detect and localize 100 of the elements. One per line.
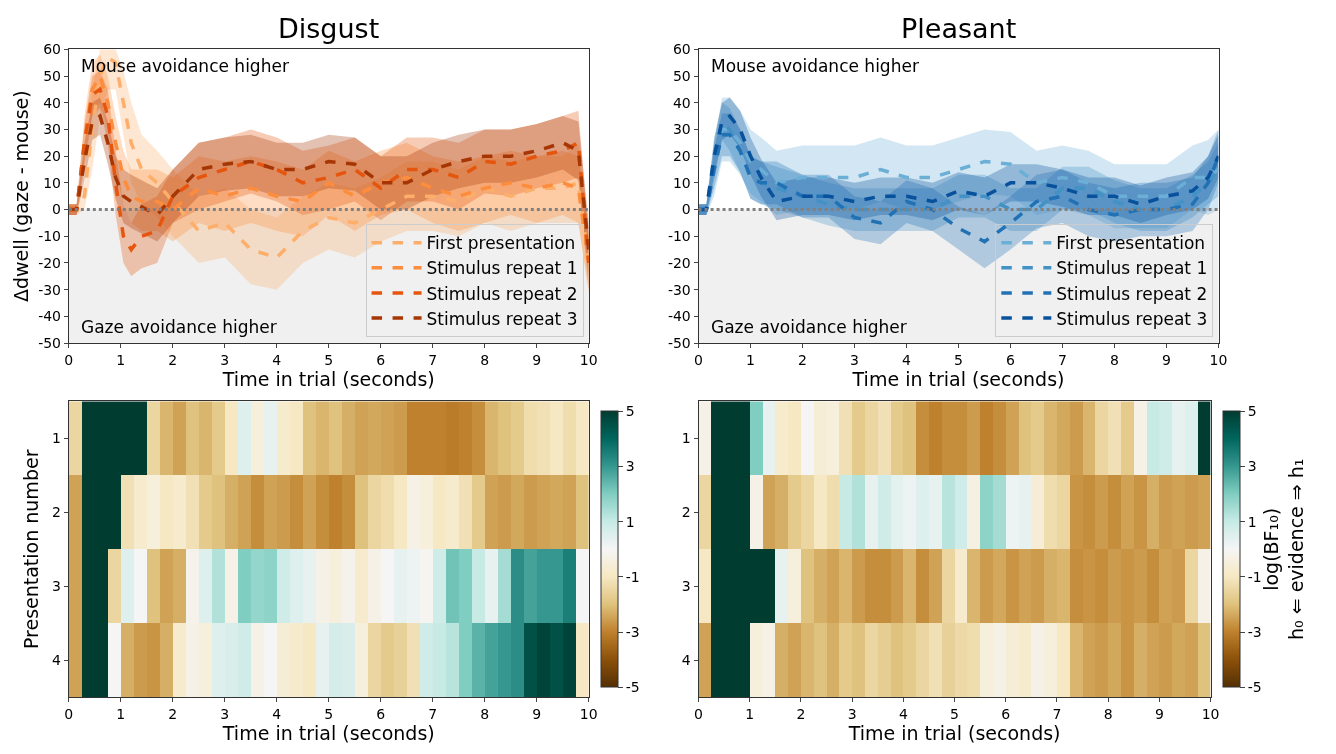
color-bar-label: 1 [625,513,635,530]
y-tick-label: -50 [667,334,691,351]
x-tick-label: 8 [480,706,490,723]
legend-label: Stimulus repeat 1 [426,258,578,279]
y-tick-label: 4 [52,652,62,669]
x-tick-label: 0 [694,351,704,368]
x-tick-label: 3 [220,351,230,368]
x-tick-label: 9 [1154,706,1164,723]
x-tick-label: 3 [220,706,230,723]
y-tick-label: -20 [38,254,62,271]
legend-label: Stimulus repeat 3 [1056,308,1208,329]
x-tick-label: 1 [746,351,756,368]
x-tick-label: 7 [1052,706,1062,723]
legend-label: Stimulus repeat 2 [426,283,578,304]
color-bar-label: 5 [625,403,635,420]
y-tick-label: 50 [672,67,691,84]
y-tick-label: 2 [681,504,691,521]
y-tick-label: 60 [43,41,62,58]
x-tick-label: 3 [847,706,857,723]
x-tick-label: 0 [694,706,704,723]
x-axis-title: Time in trial (seconds) [221,367,435,390]
y-tick-label: -10 [38,228,62,245]
x-tick-label: 9 [532,706,542,723]
x-tick-label: 6 [376,706,386,723]
x-axis-title: Time in trial (seconds) [847,722,1061,745]
annotation: Gaze avoidance higher [81,317,277,337]
y-tick-label: -40 [667,308,691,325]
y-tick-label: 0 [52,201,62,218]
color-bar-label: -3 [625,623,640,640]
y-tick-label: 1 [52,430,62,447]
legend-label: Stimulus repeat 1 [1056,258,1208,279]
y-tick-label: -20 [667,254,691,271]
y-tick-label: 10 [672,174,691,191]
x-axis-title: Time in trial (seconds) [221,722,435,745]
y-tick-label: 0 [681,201,691,218]
y-axis-title: Δdwell (gaze - mouse) [10,90,32,303]
y-tick-label: 30 [43,121,62,138]
y-tick-label: -50 [38,334,62,351]
y-axis-title: Presentation number [19,449,42,650]
color-bar-label: -1 [625,568,640,585]
x-tick-label: 5 [324,351,334,368]
y-tick-label: 10 [43,174,62,191]
x-tick-label: 6 [376,351,386,368]
x-tick-label: 6 [1006,351,1016,368]
x-tick-label: 1 [116,351,126,368]
x-tick-label: 4 [272,351,282,368]
x-tick-label: 8 [480,351,490,368]
y-tick-label: -30 [38,281,62,298]
chart-title: Pleasant [901,13,1017,44]
color-bar-label: 3 [1247,458,1257,475]
y-tick-label: 40 [672,94,691,111]
annotation: Mouse avoidance higher [81,56,289,76]
x-tick-label: 8 [1110,351,1119,368]
x-tick-label: 2 [796,706,806,723]
annotation: Gaze avoidance higher [711,317,907,337]
color-bar-label: -1 [1247,568,1262,585]
y-tick-label: 40 [43,94,62,111]
x-tick-label: 5 [950,706,960,723]
color-bar-label: -5 [1247,679,1262,696]
legend-label: Stimulus repeat 3 [426,308,578,329]
y-tick-label: 4 [681,652,691,669]
y-tick-label: -40 [38,308,62,325]
x-tick-label: 10 [1201,706,1220,723]
x-tick-label: 0 [64,706,74,723]
color-bar-title: log(BF₁₀) h₀ ⇐ evidence ⇒ h₁ [1260,458,1308,641]
x-tick-label: 9 [1162,351,1171,368]
x-tick-label: 2 [798,351,808,368]
x-tick-label: 0 [64,351,74,368]
y-tick-label: 2 [52,504,62,521]
color-bar-label: 3 [625,458,635,475]
y-tick-label: -10 [667,228,691,245]
x-tick-label: 2 [168,351,178,368]
y-tick-label: 20 [672,148,691,165]
x-tick-label: 9 [532,351,542,368]
x-axis-title: Time in trial (seconds) [851,367,1065,390]
y-tick-label: 3 [52,578,62,595]
x-tick-label: 6 [1001,706,1011,723]
x-tick-label: 2 [168,706,178,723]
x-tick-label: 10 [579,351,598,368]
color-bar-label: -3 [1247,623,1262,640]
legend-label: Stimulus repeat 2 [1056,283,1208,304]
x-tick-label: 3 [850,351,860,368]
x-tick-label: 1 [116,706,126,723]
x-tick-label: 10 [1209,351,1228,368]
color-bar-label: -5 [625,679,640,696]
x-tick-label: 5 [954,351,964,368]
x-tick-label: 1 [745,706,755,723]
x-tick-label: 4 [898,706,908,723]
y-tick-label: 20 [43,148,62,165]
x-tick-label: 4 [272,706,282,723]
x-tick-label: 7 [428,706,438,723]
y-tick-label: -30 [667,281,691,298]
chart-title: Disgust [278,13,380,44]
color-bar-label: 5 [1247,403,1257,420]
y-tick-label: 1 [681,430,691,447]
y-tick-label: 50 [43,67,62,84]
legend-label: First presentation [1056,233,1206,254]
legend-label: First presentation [426,233,576,254]
y-tick-label: 30 [672,121,691,138]
x-tick-label: 8 [1103,706,1113,723]
